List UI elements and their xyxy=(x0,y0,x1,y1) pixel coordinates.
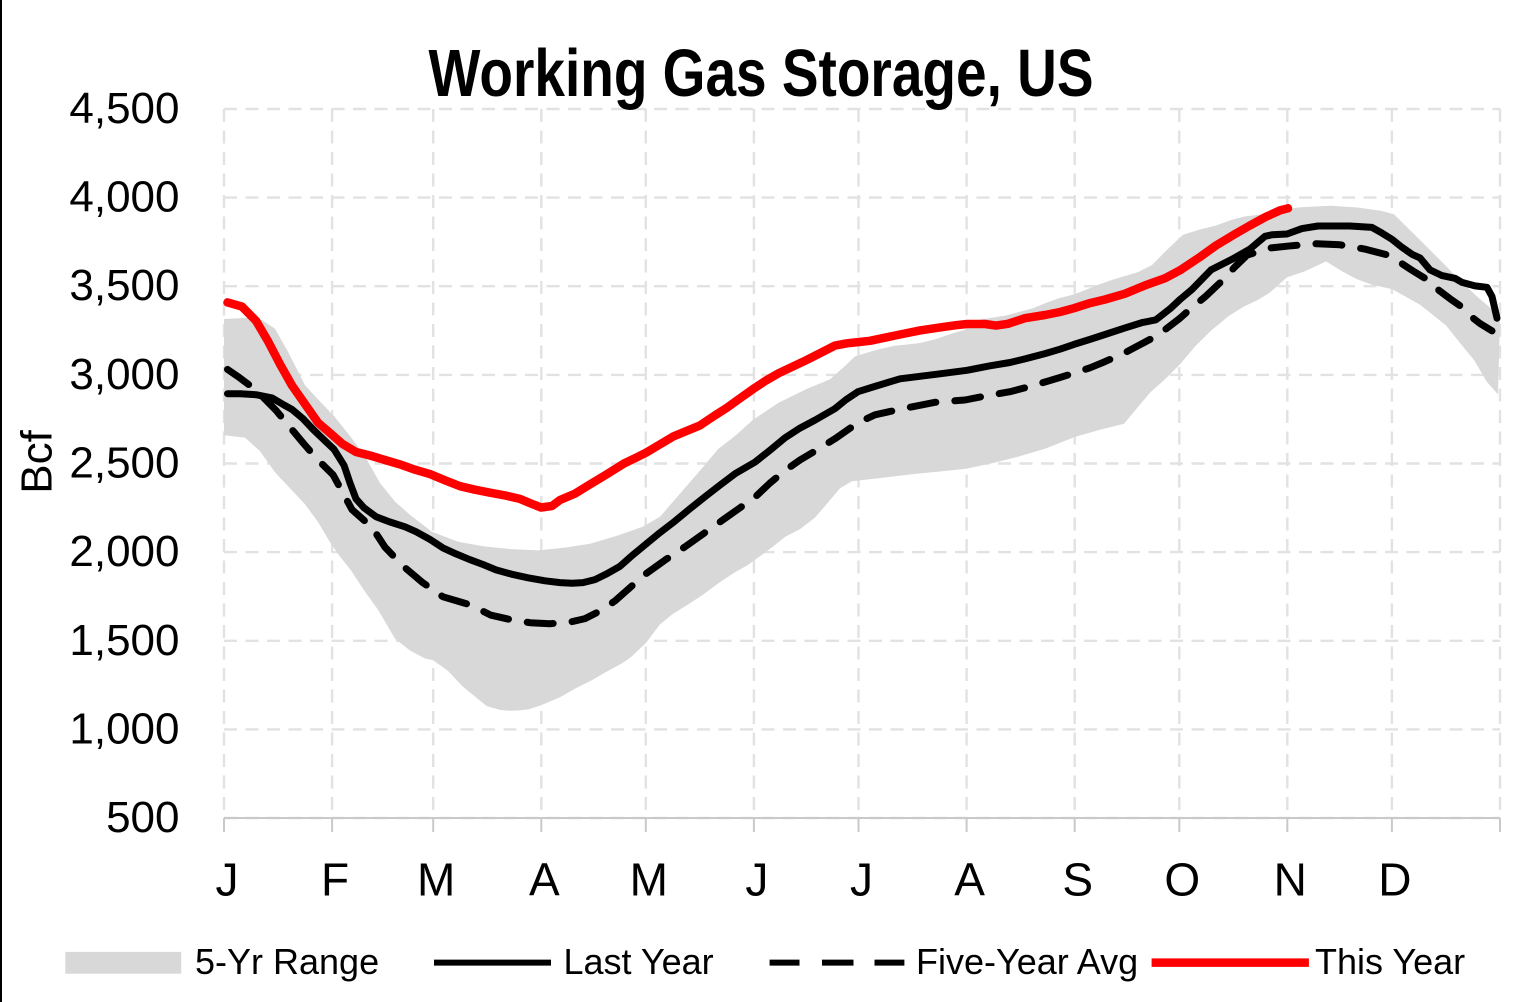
svg-text:4,000: 4,000 xyxy=(69,173,179,222)
svg-text:500: 500 xyxy=(106,793,179,842)
svg-text:3,500: 3,500 xyxy=(69,261,179,310)
svg-text:A: A xyxy=(529,854,560,906)
svg-text:M: M xyxy=(630,854,668,906)
svg-text:O: O xyxy=(1164,854,1200,906)
svg-text:Last Year: Last Year xyxy=(564,941,714,982)
svg-text:2,000: 2,000 xyxy=(69,527,179,576)
svg-text:D: D xyxy=(1378,854,1411,906)
svg-text:Working Gas Storage, US: Working Gas Storage, US xyxy=(429,36,1094,111)
svg-text:5-Yr Range: 5-Yr Range xyxy=(195,941,379,982)
svg-text:A: A xyxy=(954,854,985,906)
svg-text:N: N xyxy=(1274,854,1307,906)
svg-text:Bcf: Bcf xyxy=(13,429,62,493)
svg-text:3,000: 3,000 xyxy=(69,350,179,399)
svg-text:M: M xyxy=(417,854,455,906)
svg-text:F: F xyxy=(321,854,349,906)
svg-text:J: J xyxy=(745,854,768,906)
svg-text:S: S xyxy=(1062,854,1093,906)
svg-text:This Year: This Year xyxy=(1315,941,1465,982)
svg-text:2,500: 2,500 xyxy=(69,439,179,488)
svg-text:4,500: 4,500 xyxy=(69,84,179,133)
svg-text:1,500: 1,500 xyxy=(69,616,179,665)
svg-text:J: J xyxy=(850,854,873,906)
svg-text:J: J xyxy=(216,854,239,906)
svg-text:1,000: 1,000 xyxy=(69,704,179,753)
svg-text:Five-Year Avg: Five-Year Avg xyxy=(916,941,1138,982)
